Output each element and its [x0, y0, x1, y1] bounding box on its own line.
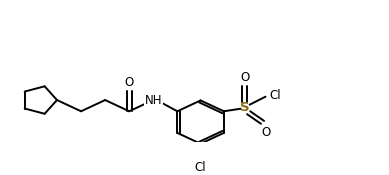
Text: O: O	[240, 71, 249, 84]
Text: O: O	[124, 76, 134, 89]
Text: Cl: Cl	[270, 89, 281, 101]
Text: NH: NH	[145, 94, 162, 107]
Text: S: S	[240, 101, 249, 114]
Text: Cl: Cl	[195, 161, 207, 174]
Text: O: O	[262, 125, 271, 139]
